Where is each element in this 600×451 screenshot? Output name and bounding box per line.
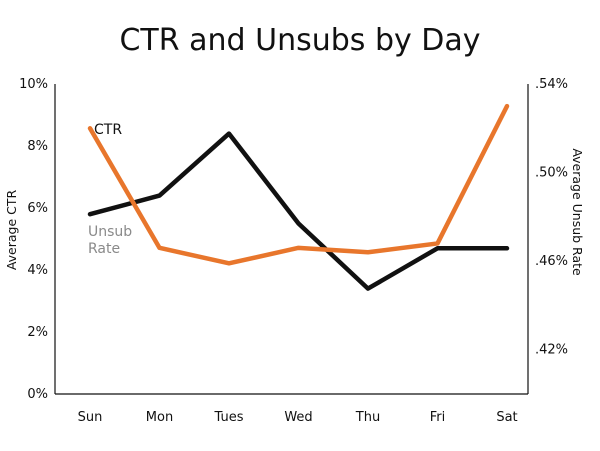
chart-title: CTR and Unsubs by Day bbox=[119, 23, 480, 58]
x-tick-label: Fri bbox=[430, 410, 446, 425]
x-tick-label: Sun bbox=[78, 410, 103, 425]
series-label-ctr: CTR bbox=[94, 122, 122, 138]
right-tick-label: .42% bbox=[535, 343, 568, 358]
left-tick-label: 0% bbox=[27, 387, 48, 402]
x-tick-label: Thu bbox=[355, 410, 380, 425]
right-tick-labels: .42% .46% .50% .54% bbox=[535, 77, 568, 358]
right-tick-label: .46% bbox=[535, 254, 568, 269]
series-label-unsub-rate: Unsub Rate bbox=[88, 224, 132, 257]
left-tick-label: 4% bbox=[27, 263, 48, 278]
x-tick-label: Wed bbox=[284, 410, 312, 425]
series-label-line: CTR bbox=[94, 122, 122, 138]
series-labels: CTR Unsub Rate bbox=[88, 122, 132, 257]
right-axis-label: Average Unsub Rate bbox=[570, 148, 585, 276]
left-axis-label: Average CTR bbox=[4, 190, 19, 271]
series-line-unsub-rate bbox=[87, 103, 510, 266]
right-tick-label: .54% bbox=[535, 77, 568, 92]
x-tick-label: Mon bbox=[146, 410, 173, 425]
right-tick-label: .50% bbox=[535, 166, 568, 181]
series-lines bbox=[87, 103, 510, 291]
x-tick-label: Tues bbox=[214, 410, 244, 425]
left-tick-label: 8% bbox=[27, 139, 48, 154]
left-tick-label: 2% bbox=[27, 325, 48, 340]
series-line-ctr bbox=[87, 131, 510, 291]
series-label-line: Unsub bbox=[88, 224, 132, 240]
left-tick-label: 6% bbox=[27, 201, 48, 216]
x-tick-label: Sat bbox=[496, 410, 517, 425]
left-tick-labels: 0% 2% 4% 6% 8% 10% bbox=[19, 77, 48, 402]
series-label-line: Rate bbox=[88, 241, 120, 257]
left-tick-label: 10% bbox=[19, 77, 48, 92]
x-tick-labels: Sun Mon Tues Wed Thu Fri Sat bbox=[78, 410, 518, 425]
